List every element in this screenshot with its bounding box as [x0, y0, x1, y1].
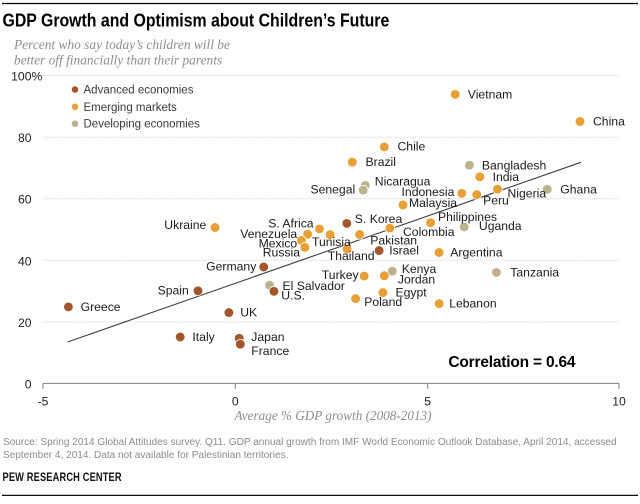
svg-text:Emerging markets: Emerging markets: [84, 102, 178, 114]
svg-text:Mexico: Mexico: [259, 236, 298, 250]
svg-text:Israel: Israel: [389, 244, 419, 258]
svg-text:10: 10: [612, 395, 626, 409]
svg-text:Philippines: Philippines: [438, 210, 497, 224]
svg-text:Indonesia: Indonesia: [402, 185, 455, 199]
svg-text:Kenya: Kenya: [402, 262, 437, 276]
svg-text:40: 40: [18, 254, 32, 268]
svg-text:Pakistan: Pakistan: [370, 233, 417, 247]
svg-text:France: France: [251, 344, 289, 358]
svg-text:Uganda: Uganda: [479, 219, 522, 233]
svg-text:Malaysia: Malaysia: [409, 196, 457, 210]
svg-text:better off financially than th: better off financially than their parent…: [14, 52, 222, 67]
svg-text:%: %: [32, 70, 43, 84]
svg-text:Average % GDP growth (2008-201: Average % GDP growth (2008-2013): [233, 408, 431, 423]
svg-text:UK: UK: [240, 306, 257, 320]
svg-text:GDP Growth and Optimism about: GDP Growth and Optimism about Children’s…: [3, 10, 390, 30]
svg-text:Chile: Chile: [398, 140, 426, 154]
svg-text:Poland: Poland: [364, 295, 402, 309]
svg-text:Peru: Peru: [483, 194, 509, 208]
svg-text:5: 5: [424, 395, 431, 409]
svg-text:Venezuela: Venezuela: [240, 227, 297, 241]
svg-text:Vietnam: Vietnam: [468, 88, 513, 102]
svg-text:Tanzania: Tanzania: [510, 265, 559, 279]
svg-text:PEW RESEARCH CENTER: PEW RESEARCH CENTER: [3, 471, 122, 485]
svg-text:100: 100: [11, 70, 32, 84]
svg-text:Egypt: Egypt: [396, 286, 428, 300]
svg-text:Thailand: Thailand: [328, 249, 375, 263]
svg-text:Colombia: Colombia: [403, 225, 455, 239]
svg-text:Ghana: Ghana: [560, 183, 597, 197]
svg-text:Argentina: Argentina: [450, 245, 502, 259]
svg-text:60: 60: [18, 193, 32, 207]
svg-text:Advanced economies: Advanced economies: [84, 85, 194, 97]
svg-text:Turkey: Turkey: [322, 268, 360, 282]
svg-text:Tunisia: Tunisia: [312, 235, 351, 249]
svg-text:Percent who say today’s childr: Percent who say today’s children will be: [13, 37, 230, 52]
svg-text:Jordan: Jordan: [398, 272, 435, 286]
svg-text:Russia: Russia: [263, 245, 300, 259]
svg-text:Italy: Italy: [192, 330, 215, 344]
svg-text:Nigeria: Nigeria: [508, 187, 547, 201]
svg-text:0: 0: [232, 395, 239, 409]
svg-text:Senegal: Senegal: [310, 182, 355, 196]
svg-text:80: 80: [18, 131, 32, 145]
svg-text:Developing economies: Developing economies: [84, 119, 201, 131]
svg-text:-5: -5: [38, 395, 49, 409]
svg-text:U.S.: U.S.: [281, 289, 305, 303]
svg-text:Bangladesh: Bangladesh: [482, 158, 546, 172]
svg-text:Lebanon: Lebanon: [449, 297, 496, 311]
svg-text:September 4, 2014. Data not av: September 4, 2014. Data not available fo…: [3, 450, 288, 461]
svg-text:20: 20: [18, 316, 32, 330]
svg-text:India: India: [493, 170, 520, 184]
svg-text:China: China: [593, 115, 625, 129]
svg-text:0: 0: [25, 377, 32, 391]
svg-text:Germany: Germany: [206, 260, 257, 274]
svg-text:S. Korea: S. Korea: [355, 212, 403, 226]
svg-text:Correlation = 0.64: Correlation = 0.64: [448, 354, 575, 371]
svg-text:Nicaragua: Nicaragua: [375, 174, 431, 188]
svg-text:El Salvador: El Salvador: [283, 279, 345, 293]
svg-text:Ukraine: Ukraine: [164, 218, 206, 232]
svg-text:S. Africa: S. Africa: [268, 217, 314, 231]
svg-text:Source: Spring 2014 Global Att: Source: Spring 2014 Global Attitudes sur…: [3, 437, 617, 448]
svg-text:Brazil: Brazil: [366, 155, 396, 169]
svg-text:Japan: Japan: [251, 330, 284, 344]
svg-text:Greece: Greece: [81, 300, 121, 314]
svg-text:Spain: Spain: [158, 284, 189, 298]
